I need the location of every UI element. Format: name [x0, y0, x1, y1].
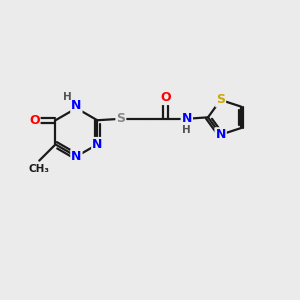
Text: N: N	[71, 99, 82, 112]
Text: N: N	[71, 150, 82, 163]
Text: O: O	[160, 91, 171, 104]
Text: S: S	[216, 94, 225, 106]
Text: N: N	[182, 112, 192, 125]
Text: CH₃: CH₃	[29, 164, 50, 174]
Text: N: N	[215, 128, 226, 141]
Text: O: O	[29, 114, 40, 127]
Text: H: H	[63, 92, 71, 102]
Text: S: S	[116, 112, 125, 125]
Text: N: N	[92, 138, 103, 151]
Text: H: H	[182, 125, 191, 135]
